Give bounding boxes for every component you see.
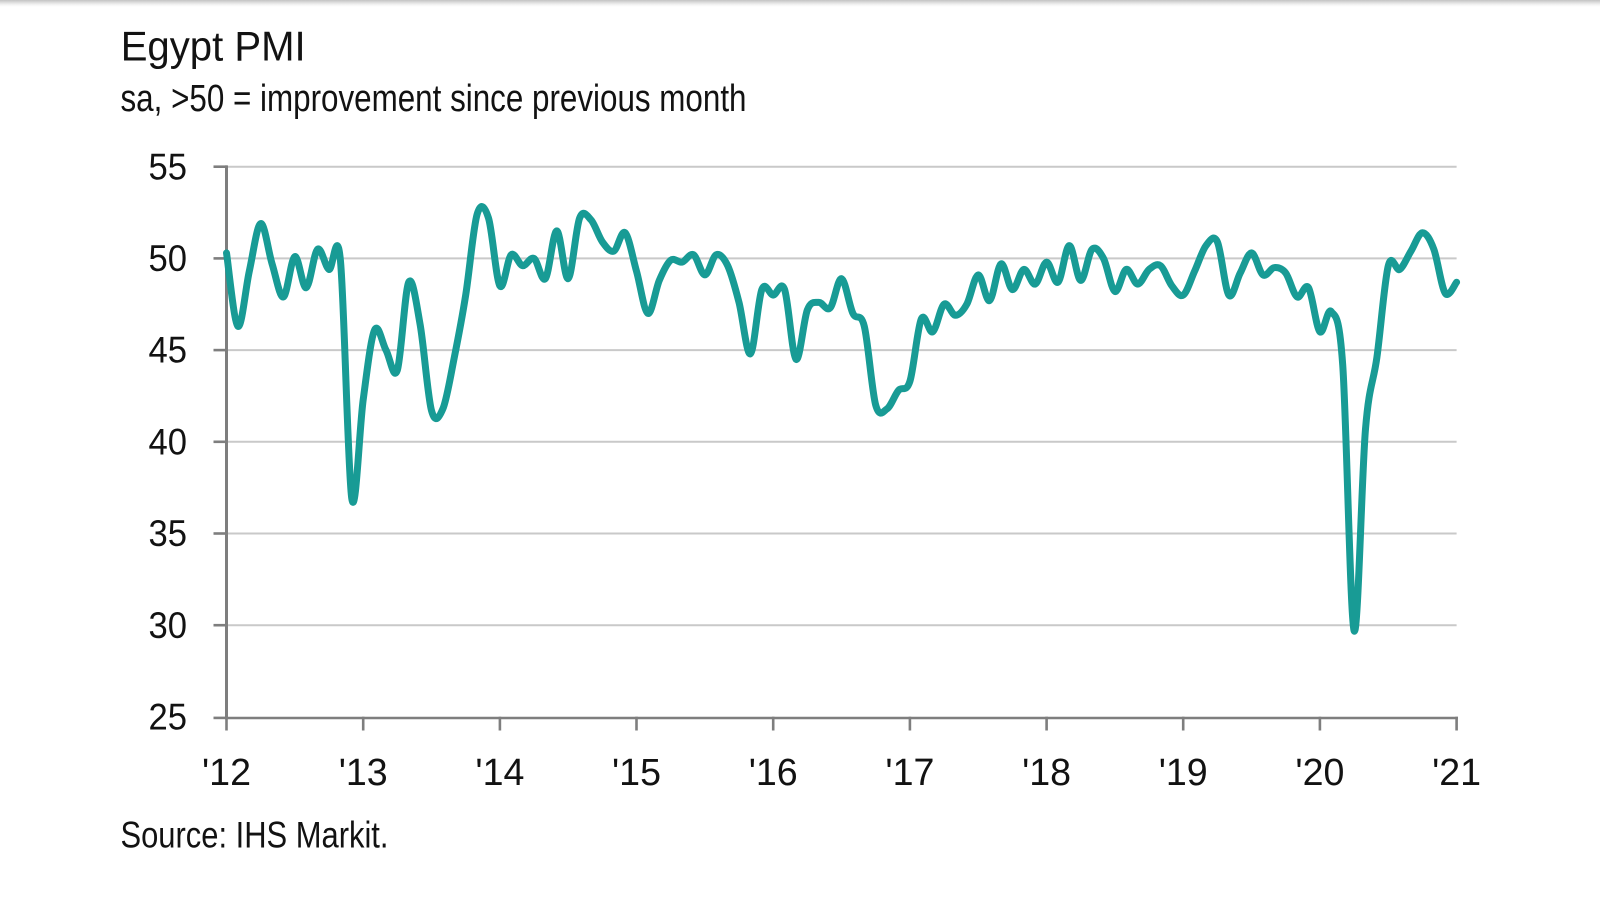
svg-text:35: 35 <box>149 512 188 554</box>
svg-text:55: 55 <box>149 145 188 187</box>
svg-text:'13: '13 <box>339 752 388 794</box>
svg-text:Source: IHS Markit.: Source: IHS Markit. <box>121 815 389 856</box>
svg-text:'19: '19 <box>1159 752 1208 794</box>
svg-text:'16: '16 <box>749 752 798 794</box>
svg-text:45: 45 <box>149 329 188 371</box>
svg-text:'15: '15 <box>612 752 661 794</box>
svg-text:'18: '18 <box>1022 752 1071 794</box>
svg-text:30: 30 <box>149 604 188 646</box>
svg-text:'12: '12 <box>202 752 251 794</box>
svg-text:sa, >50 = improvement since pr: sa, >50 = improvement since previous mon… <box>121 78 747 120</box>
svg-text:'20: '20 <box>1295 752 1344 794</box>
svg-text:25: 25 <box>149 696 188 738</box>
svg-text:'14: '14 <box>475 752 524 794</box>
svg-text:'21: '21 <box>1432 752 1481 794</box>
svg-text:Egypt PMI: Egypt PMI <box>121 23 306 70</box>
svg-text:50: 50 <box>149 237 188 279</box>
svg-text:'17: '17 <box>885 752 934 794</box>
svg-text:40: 40 <box>149 420 188 462</box>
